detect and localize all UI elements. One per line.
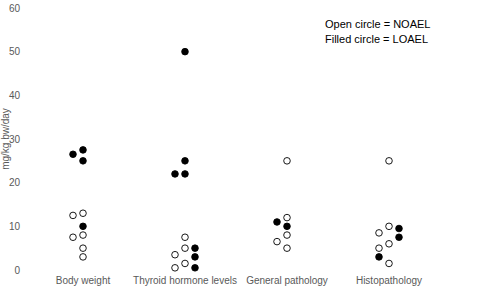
points — [70, 48, 403, 271]
x-tick-label: Histopathology — [356, 275, 422, 286]
noael-point — [284, 214, 291, 221]
loael-point — [192, 254, 199, 261]
noael-point — [182, 234, 189, 241]
noael-point — [70, 234, 77, 241]
y-axis-label: mg/kg bw/day — [0, 108, 11, 170]
y-tick-label: 40 — [9, 90, 21, 101]
loael-point — [70, 151, 77, 158]
noael-point — [80, 254, 87, 261]
loael-point — [80, 223, 87, 230]
noael-point — [386, 241, 393, 248]
noael-point — [70, 212, 77, 219]
loael-point — [274, 219, 281, 226]
y-tick-label: 50 — [9, 46, 21, 57]
noael-point — [386, 260, 393, 267]
loael-point — [182, 171, 189, 178]
noael-point — [172, 251, 179, 258]
loael-point — [396, 225, 403, 232]
y-tick-label: 0 — [14, 265, 20, 276]
noael-point — [172, 265, 179, 272]
noael-point — [386, 223, 393, 230]
legend-entry: Open circle = NOAEL — [325, 18, 430, 30]
noael-point — [376, 245, 383, 252]
loael-point — [80, 158, 87, 165]
noael-point — [80, 210, 87, 217]
y-tick-label: 20 — [9, 177, 21, 188]
x-tick-label: Thyroid hormone levels — [133, 275, 237, 286]
loael-point — [376, 254, 383, 261]
loael-point — [192, 245, 199, 252]
x-tick-label: General pathology — [246, 275, 328, 286]
noael-point — [182, 260, 189, 267]
noael-point — [80, 232, 87, 239]
loael-point — [172, 171, 179, 178]
loael-point — [182, 158, 189, 165]
loael-point — [192, 265, 199, 272]
loael-point — [396, 234, 403, 241]
loael-point — [284, 223, 291, 230]
noael-point — [284, 245, 291, 252]
loael-point — [182, 48, 189, 55]
noael-point — [80, 245, 87, 252]
noael-point — [284, 158, 291, 165]
loael-point — [80, 147, 87, 154]
x-tick-label: Body weight — [56, 275, 111, 286]
noael-point — [284, 232, 291, 239]
noael-point — [376, 230, 383, 237]
noael-point — [274, 238, 281, 245]
noael-point — [386, 158, 393, 165]
y-tick-label: 60 — [9, 3, 21, 14]
legend-entry: Filled circle = LOAEL — [325, 33, 428, 45]
y-tick-label: 10 — [9, 221, 21, 232]
noael-point — [182, 245, 189, 252]
